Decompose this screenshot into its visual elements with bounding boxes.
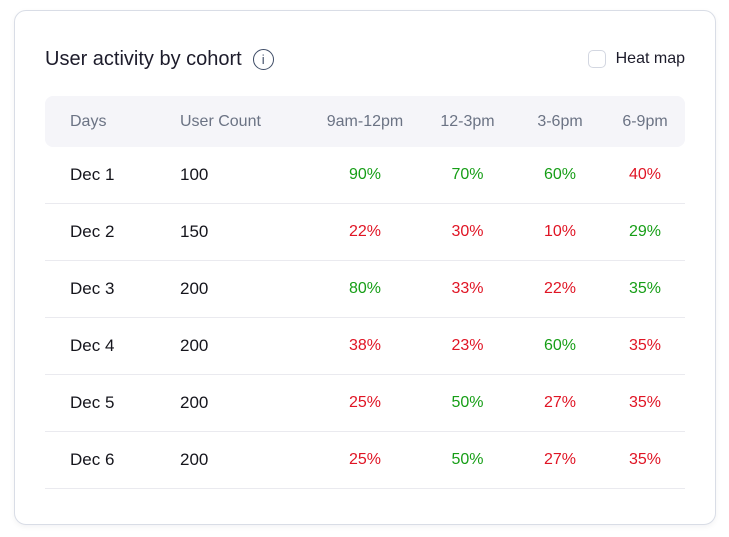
user-count-cell: 200 [180, 279, 209, 298]
table-row: Dec 1 100 90% 70% 60% 40% [45, 147, 685, 204]
day-cell: Dec 1 [70, 165, 115, 184]
percent-cell: 22% [348, 223, 382, 240]
percent-cell: 30% [451, 223, 484, 240]
day-cell: Dec 6 [70, 450, 115, 469]
column-header: 3-6pm [537, 112, 583, 130]
heat-map-label: Heat map [615, 50, 685, 67]
user-count-cell: 150 [180, 222, 209, 241]
user-count-cell: 200 [180, 393, 209, 412]
table-row: Dec 6 200 25% 50% 27% 35% [45, 432, 685, 489]
percent-cell: 27% [543, 451, 577, 468]
cohort-table: Days User Count 9am-12pm 12-3pm 3-6pm 6-9pm D… [45, 96, 685, 489]
day-cell: Dec 3 [70, 279, 115, 298]
user-activity-card: User activity by cohort i Heat map Days U… [14, 10, 716, 525]
column-header: 6-9pm [622, 112, 668, 130]
percent-cell: 90% [348, 166, 382, 183]
percent-cell: 80% [348, 280, 382, 297]
column-header: 12-3pm [440, 112, 495, 130]
percent-cell: 50% [451, 451, 484, 468]
percent-cell: 10% [543, 223, 577, 240]
heat-map-toggle[interactable]: Heat map [587, 50, 685, 68]
table-row: Dec 2 150 22% 30% 10% 29% [45, 204, 685, 261]
percent-cell: 60% [543, 337, 577, 354]
percent-cell: 29% [628, 223, 662, 240]
day-cell: Dec 5 [70, 393, 115, 412]
percent-cell: 27% [543, 394, 577, 411]
table-body: Dec 1 100 90% 70% 60% 40% Dec 2 150 22% 30% 10% 29%… [45, 147, 685, 489]
percent-cell: 40% [628, 166, 662, 183]
column-header: Days [70, 112, 107, 130]
user-count-cell: 100 [180, 165, 209, 184]
percent-cell: 35% [628, 280, 662, 297]
percent-cell: 38% [348, 337, 382, 354]
info-icon[interactable]: i [252, 48, 274, 70]
column-header: 9am-12pm [326, 112, 404, 130]
percent-cell: 35% [628, 451, 662, 468]
page-title: User activity by cohort [45, 47, 242, 70]
percent-cell: 70% [451, 166, 484, 183]
table-header-row: Days User Count 9am-12pm 12-3pm 3-6pm 6-9pm [45, 96, 685, 147]
table-row: Dec 5 200 25% 50% 27% 35% [45, 375, 685, 432]
user-count-cell: 200 [180, 336, 209, 355]
column-header: User Count [180, 112, 261, 130]
heat-map-checkbox[interactable] [587, 50, 606, 68]
title-group: User activity by cohort i [45, 48, 274, 71]
percent-cell: 22% [543, 280, 577, 297]
percent-cell: 35% [628, 394, 662, 411]
day-cell: Dec 4 [70, 336, 115, 355]
table-row: Dec 3 200 80% 33% 22% 35% [45, 261, 685, 318]
percent-cell: 35% [628, 337, 662, 354]
percent-cell: 25% [348, 394, 382, 411]
day-cell: Dec 2 [70, 222, 115, 241]
table-row: Dec 4 200 38% 23% 60% 35% [45, 318, 685, 375]
percent-cell: 25% [348, 451, 382, 468]
percent-cell: 23% [451, 337, 484, 354]
percent-cell: 60% [543, 166, 577, 183]
card-titlebar: User activity by cohort i Heat map [45, 45, 685, 73]
user-count-cell: 200 [180, 450, 209, 469]
percent-cell: 33% [451, 280, 484, 297]
percent-cell: 50% [451, 394, 484, 411]
